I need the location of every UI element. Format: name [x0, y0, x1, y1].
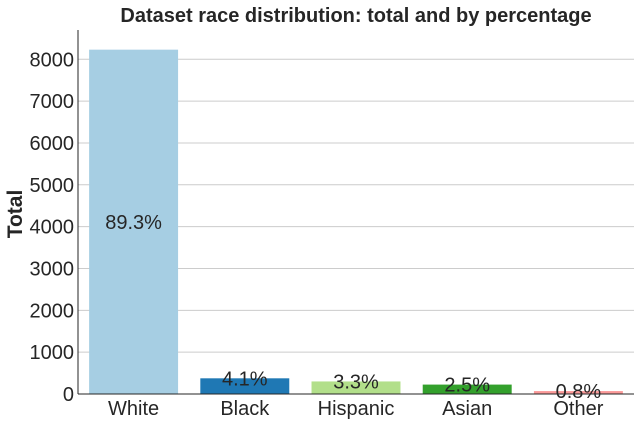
x-tick-label: Hispanic — [318, 398, 395, 420]
chart-title: Dataset race distribution: total and by … — [120, 5, 591, 27]
x-tick-label: Asian — [442, 398, 492, 420]
bar-asian — [422, 384, 512, 394]
bar-hispanic — [311, 381, 401, 394]
percent-label: 0.8% — [556, 381, 602, 403]
y-tick-label: 1000 — [30, 342, 75, 364]
percent-label: 4.1% — [222, 368, 268, 390]
y-tick-label: 4000 — [30, 217, 75, 239]
y-tick-label: 7000 — [30, 91, 75, 113]
y-tick-label: 8000 — [30, 49, 75, 71]
y-tick-label: 6000 — [30, 133, 75, 155]
y-tick-label: 0 — [63, 384, 74, 406]
percent-label: 89.3% — [105, 212, 162, 234]
y-tick-label: 2000 — [30, 300, 75, 322]
x-tick-label: Other — [553, 398, 603, 420]
bar-other — [533, 391, 623, 394]
x-tick-labels: White Black Hispanic Asian Other — [108, 398, 604, 420]
y-axis-label: Total — [4, 190, 27, 239]
percent-labels: 89.3% 4.1% 3.3% 2.5% 0.8% — [105, 212, 601, 403]
y-tick-label: 3000 — [30, 258, 75, 280]
x-tick-label: White — [108, 398, 159, 420]
bar-black — [200, 378, 290, 394]
y-tick-labels: 0 1000 2000 3000 4000 5000 6000 7000 8000 — [30, 49, 75, 406]
x-tick-label: Black — [220, 398, 270, 420]
percent-label: 3.3% — [333, 371, 379, 393]
y-tick-label: 5000 — [30, 175, 75, 197]
percent-label: 2.5% — [444, 375, 490, 397]
bars — [89, 49, 623, 394]
bar-white — [89, 49, 179, 394]
